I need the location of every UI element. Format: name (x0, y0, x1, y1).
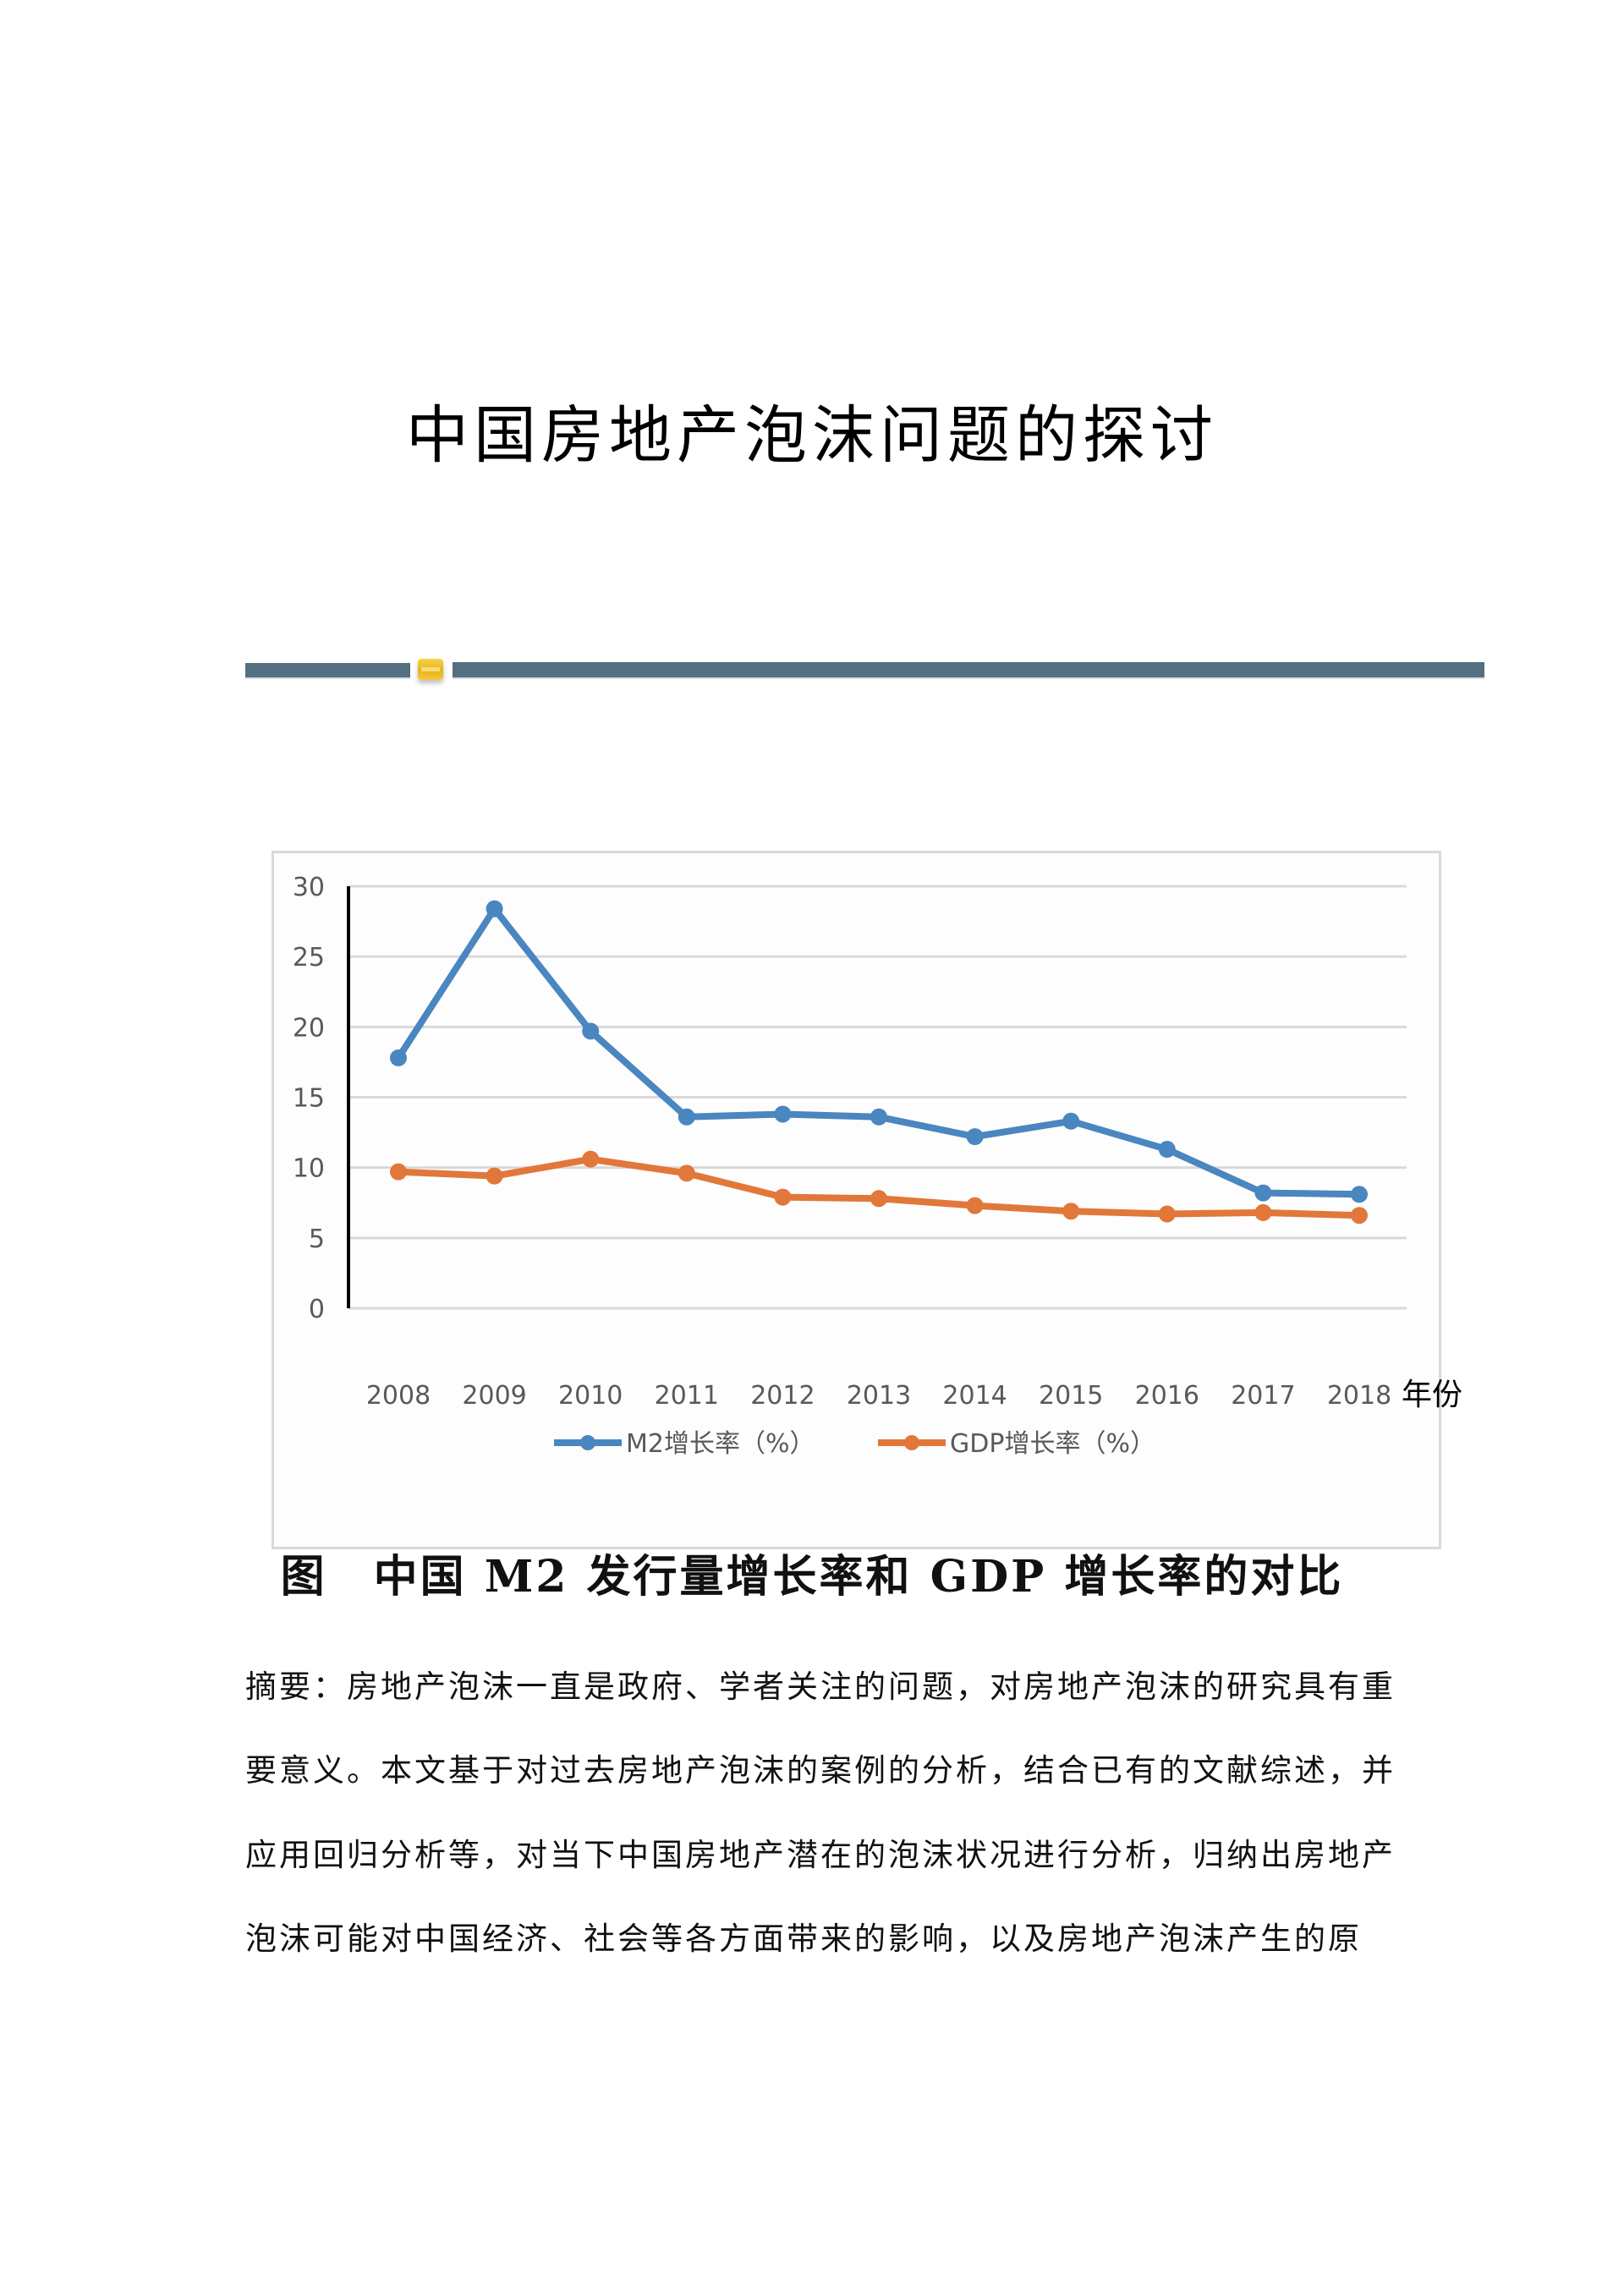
line-chart: 0 5 10 15 20 25 30 2008 2009 2010 2011 2012 2013 2014… (293, 873, 1462, 1459)
x-tick-label: 2016 (1135, 1381, 1199, 1411)
divider-gem-icon (418, 659, 443, 680)
document-title: 中国房地产泡沫问题的探讨 (406, 399, 1218, 472)
x-axis-title: 年份 (1402, 1378, 1462, 1412)
data-point (1351, 1186, 1368, 1203)
series-line-0 (395, 905, 1360, 1198)
data-point (774, 1105, 792, 1123)
abstract-line-2: 要意义。本文基于对过去房地产泡沫的案例的分析，结合已有的文献综述，并 (245, 1752, 1396, 1789)
legend-marker-icon (580, 1435, 595, 1450)
data-point (966, 1128, 984, 1146)
x-tick-label: 2008 (366, 1381, 431, 1411)
data-point (1254, 1184, 1272, 1202)
data-point (582, 1022, 600, 1040)
data-point (870, 1190, 887, 1208)
data-point (1158, 1205, 1176, 1223)
data-point (966, 1197, 984, 1214)
x-tick-label: 2014 (942, 1381, 1007, 1411)
data-point (1062, 1203, 1080, 1220)
figure-caption: 图 中国 M2 发行量增长率和 GDP 增长率的对比 (280, 1551, 1344, 1603)
divider-bar-right (453, 662, 1484, 677)
y-tick-label: 0 (309, 1295, 325, 1324)
data-point (678, 1108, 695, 1126)
x-tick-label: 2010 (558, 1381, 623, 1411)
data-point (486, 900, 503, 918)
data-point (1062, 1112, 1080, 1130)
legend-label: GDP增长率（%） (950, 1429, 1155, 1459)
data-point (1158, 1141, 1176, 1159)
y-tick-label: 5 (309, 1225, 325, 1254)
data-point (390, 1049, 407, 1066)
x-tick-label: 2015 (1039, 1381, 1103, 1411)
data-point (774, 1188, 792, 1206)
x-tick-label: 2012 (750, 1381, 815, 1411)
y-tick-label: 15 (293, 1084, 325, 1114)
y-tick-label: 30 (293, 873, 325, 902)
data-point (870, 1108, 887, 1126)
y-tick-label: 20 (293, 1013, 325, 1043)
data-point (1351, 1207, 1368, 1225)
data-point (678, 1164, 695, 1182)
abstract-line-1: 摘要：房地产泡沫一直是政府、学者关注的问题，对房地产泡沫的研究具有重 (245, 1669, 1396, 1705)
divider-bar-left (245, 663, 410, 677)
x-tick-label: 2018 (1327, 1381, 1391, 1411)
legend-marker-icon (904, 1435, 919, 1450)
legend-label: M2增长率（%） (626, 1429, 815, 1459)
x-tick-label: 2017 (1231, 1381, 1295, 1411)
data-point (390, 1163, 407, 1181)
data-point (582, 1150, 600, 1168)
y-tick-label: 25 (293, 943, 325, 973)
x-tick-label: 2009 (462, 1381, 526, 1411)
abstract-line-3: 应用回归分析等，对当下中国房地产潜在的泡沫状况进行分析，归纳出房地产 (245, 1837, 1396, 1873)
data-point (1254, 1203, 1272, 1221)
data-point (486, 1167, 503, 1185)
abstract-line-4: 泡沫可能对中国经济、社会等各方面带来的影响，以及房地产泡沫产生的原 (245, 1921, 1362, 1957)
x-tick-label: 2011 (655, 1381, 719, 1411)
y-tick-label: 10 (293, 1154, 325, 1184)
x-tick-label: 2013 (847, 1381, 911, 1411)
